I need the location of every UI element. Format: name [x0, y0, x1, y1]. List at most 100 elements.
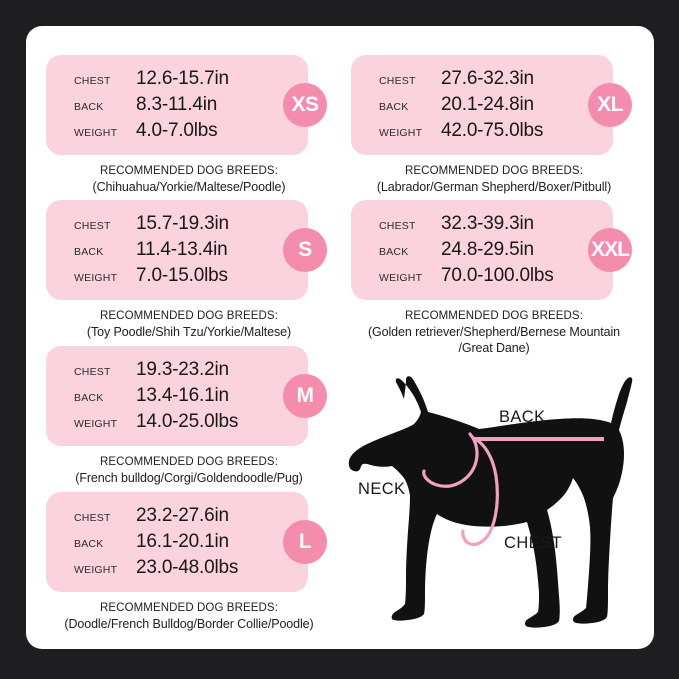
size-chart-panel: CHEST 12.6-15.7in BACK 8.3-11.4in WEIGHT… [26, 26, 654, 649]
breeds-block: RECOMMENDED DOG BREEDS: (Doodle/French B… [46, 600, 332, 632]
measurement-row-weight: WEIGHT 23.0-48.0lbs [74, 556, 308, 580]
row-value-chest: 19.3-23.2in [136, 359, 229, 380]
breeds-title: RECOMMENDED DOG BREEDS: [99, 310, 278, 322]
row-label-back: BACK [379, 246, 409, 258]
measurement-row-back: BACK 16.1-20.1in [74, 530, 308, 554]
row-label-back: BACK [74, 246, 104, 258]
measurement-rows: CHEST 19.3-23.2in BACK 13.4-16.1in WEIGH… [46, 358, 308, 434]
breeds-title: RECOMMENDED DOG BREEDS: [404, 165, 583, 177]
measurement-rows: CHEST 12.6-15.7in BACK 8.3-11.4in WEIGHT… [46, 67, 308, 143]
row-value-weight: 23.0-48.0lbs [136, 557, 239, 578]
breeds-title: RECOMMENDED DOG BREEDS: [99, 165, 278, 177]
measurement-row-weight: WEIGHT 4.0-7.0lbs [74, 119, 308, 143]
measurement-row-chest: CHEST 32.3-39.3in [379, 212, 613, 236]
row-value-chest: 27.6-32.3in [441, 68, 534, 89]
measurement-rows: CHEST 15.7-19.3in BACK 11.4-13.4in WEIGH… [46, 212, 308, 288]
measurement-row-weight: WEIGHT 7.0-15.0lbs [74, 264, 308, 288]
measurement-row-back: BACK 11.4-13.4in [74, 238, 308, 262]
row-label-back: BACK [379, 101, 409, 113]
row-label-chest: CHEST [74, 220, 111, 232]
row-value-chest: 32.3-39.3in [441, 213, 534, 234]
size-card-body: CHEST 27.6-32.3in BACK 20.1-24.8in WEIGH… [351, 55, 632, 155]
row-value-chest: 15.7-19.3in [136, 213, 229, 234]
size-badge-l: L [283, 520, 327, 564]
breeds-block: RECOMMENDED DOG BREEDS: (Chihuahua/Yorki… [46, 163, 332, 195]
breeds-title: RECOMMENDED DOG BREEDS: [404, 310, 583, 322]
row-value-back: 11.4-13.4in [136, 239, 228, 260]
measure-label-back: BACK [499, 408, 546, 426]
measurement-row-chest: CHEST 12.6-15.7in [74, 67, 308, 91]
measure-label-neck: NECK [358, 480, 406, 498]
row-label-back: BACK [74, 392, 104, 404]
dog-silhouette-icon [348, 376, 633, 628]
size-card-body: CHEST 23.2-27.6in BACK 16.1-20.1in WEIGH… [46, 492, 327, 592]
row-label-chest: CHEST [74, 512, 111, 524]
measurement-row-weight: WEIGHT 14.0-25.0lbs [74, 410, 308, 434]
row-value-back: 20.1-24.8in [441, 94, 534, 115]
size-card-xl: CHEST 27.6-32.3in BACK 20.1-24.8in WEIGH… [351, 55, 637, 195]
size-card-body: CHEST 12.6-15.7in BACK 8.3-11.4in WEIGHT… [46, 55, 327, 155]
measurement-row-chest: CHEST 27.6-32.3in [379, 67, 613, 91]
size-badge-s: S [283, 228, 327, 272]
measurement-row-back: BACK 24.8-29.5in [379, 238, 613, 262]
row-label-weight: WEIGHT [74, 272, 118, 284]
row-value-chest: 23.2-27.6in [136, 505, 229, 526]
row-label-weight: WEIGHT [74, 127, 118, 139]
breeds-title: RECOMMENDED DOG BREEDS: [99, 456, 278, 468]
size-card-body: CHEST 15.7-19.3in BACK 11.4-13.4in WEIGH… [46, 200, 327, 300]
breeds-list: (Labrador/German Shepherd/Boxer/Pitbull) [376, 180, 612, 194]
row-value-back: 16.1-20.1in [136, 531, 229, 552]
size-card-body: CHEST 19.3-23.2in BACK 13.4-16.1in WEIGH… [46, 346, 327, 446]
size-badge-xxl: XXL [588, 228, 632, 272]
row-value-weight: 7.0-15.0lbs [136, 265, 228, 286]
row-value-weight: 42.0-75.0lbs [441, 120, 544, 141]
row-value-weight: 14.0-25.0lbs [136, 411, 239, 432]
measurement-rows: CHEST 32.3-39.3in BACK 24.8-29.5in WEIGH… [351, 212, 613, 288]
size-card-s: CHEST 15.7-19.3in BACK 11.4-13.4in WEIGH… [46, 200, 332, 340]
breeds-list: (Doodle/French Bulldog/Border Collie/Poo… [64, 617, 314, 631]
row-label-weight: WEIGHT [379, 127, 423, 139]
measure-label-chest: CHEST [504, 534, 562, 552]
row-label-back: BACK [74, 101, 104, 113]
size-card-m: CHEST 19.3-23.2in BACK 13.4-16.1in WEIGH… [46, 346, 332, 486]
breeds-list: (French bulldog/Corgi/Goldendoodle/Pug) [75, 471, 303, 485]
row-value-back: 24.8-29.5in [441, 239, 534, 260]
breeds-list-line2: /Great Dane) [458, 341, 530, 355]
row-label-chest: CHEST [379, 220, 416, 232]
breeds-list: (Golden retriever/Shepherd/Bernese Mount… [367, 325, 621, 339]
row-value-back: 13.4-16.1in [136, 385, 229, 406]
breeds-title: RECOMMENDED DOG BREEDS: [99, 602, 278, 614]
row-label-chest: CHEST [74, 366, 111, 378]
size-card-body: CHEST 32.3-39.3in BACK 24.8-29.5in WEIGH… [351, 200, 632, 300]
chest-measure-loop [461, 437, 499, 547]
row-value-weight: 70.0-100.0lbs [441, 265, 554, 286]
size-badge-xl: XL [588, 83, 632, 127]
size-card-l: CHEST 23.2-27.6in BACK 16.1-20.1in WEIGH… [46, 492, 332, 632]
breeds-block: RECOMMENDED DOG BREEDS: (Toy Poodle/Shih… [46, 308, 332, 340]
measurement-rows: CHEST 23.2-27.6in BACK 16.1-20.1in WEIGH… [46, 504, 308, 580]
measurement-row-back: BACK 8.3-11.4in [74, 93, 308, 117]
measurement-row-chest: CHEST 23.2-27.6in [74, 504, 308, 528]
row-value-weight: 4.0-7.0lbs [136, 120, 218, 141]
row-label-back: BACK [74, 538, 104, 550]
breeds-block: RECOMMENDED DOG BREEDS: (French bulldog/… [46, 454, 332, 486]
size-badge-xs: XS [283, 83, 327, 127]
breeds-list: (Toy Poodle/Shih Tzu/Yorkie/Maltese) [86, 325, 292, 339]
row-label-weight: WEIGHT [379, 272, 423, 284]
measurement-row-chest: CHEST 19.3-23.2in [74, 358, 308, 382]
dog-measurement-diagram: BACK NECK CHEST [344, 366, 654, 636]
measurement-row-back: BACK 13.4-16.1in [74, 384, 308, 408]
size-card-xxl: CHEST 32.3-39.3in BACK 24.8-29.5in WEIGH… [351, 200, 637, 356]
neck-measure-loop [422, 432, 479, 488]
row-label-weight: WEIGHT [74, 418, 118, 430]
row-value-chest: 12.6-15.7in [136, 68, 229, 89]
measurement-row-weight: WEIGHT 42.0-75.0lbs [379, 119, 613, 143]
breeds-block: RECOMMENDED DOG BREEDS: (Labrador/German… [351, 163, 637, 195]
size-badge-m: M [283, 374, 327, 418]
row-value-back: 8.3-11.4in [136, 94, 218, 115]
row-label-chest: CHEST [74, 75, 111, 87]
measurement-rows: CHEST 27.6-32.3in BACK 20.1-24.8in WEIGH… [351, 67, 613, 143]
breeds-block: RECOMMENDED DOG BREEDS: (Golden retrieve… [351, 308, 637, 356]
size-card-xs: CHEST 12.6-15.7in BACK 8.3-11.4in WEIGHT… [46, 55, 332, 195]
